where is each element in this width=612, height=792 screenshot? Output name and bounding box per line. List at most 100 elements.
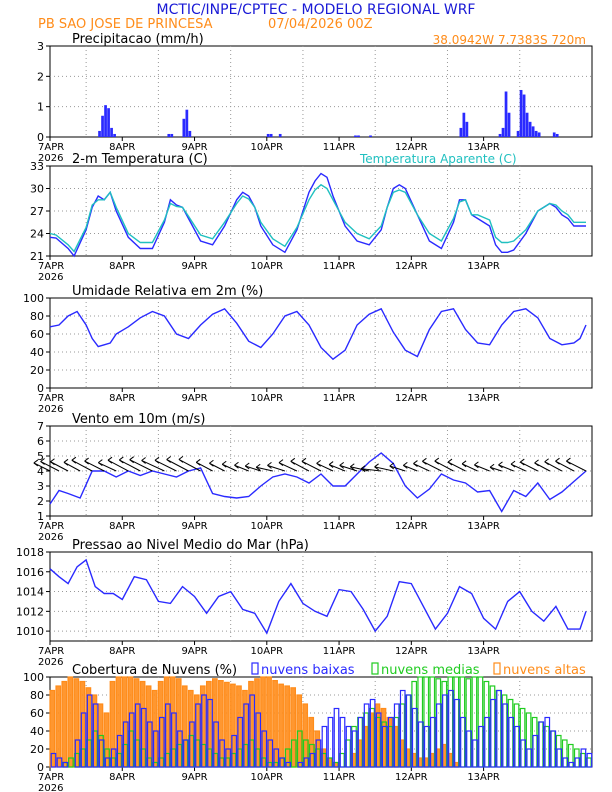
wind-arrow-head [403,464,408,469]
cloud-bar-low [146,721,153,768]
wind-arrow-head [566,457,571,462]
x-tick-label: 10APR [251,521,284,532]
precip-bar [113,133,116,137]
panel-frame [49,297,593,389]
cloud-bar-low [213,721,219,768]
wind-arrow-head [403,461,408,466]
wind-arrow-head [244,462,250,467]
wind-arrow-head [544,461,549,466]
legend-swatch [251,662,259,675]
wind-arrow-head [447,461,453,466]
y-tick-label: 3 [37,480,44,493]
cloud-bar-low [267,739,274,768]
wind-arrow [489,466,502,472]
legend-swatch [371,662,379,675]
y-tick-label: 4 [37,465,44,478]
cloud-bar-low [423,725,430,768]
precip-bar [501,127,505,137]
wind-arrow-head [290,460,296,465]
wind-arrow [413,463,430,472]
header-location: PB SAO JOSE DE PRINCESA [38,17,213,32]
wind-arrow [316,462,334,472]
cloud-bar-low [411,707,418,768]
y-tick-label: 100 [23,671,44,684]
legend-swatch [493,662,501,675]
cloud-bar-low [92,703,99,768]
x-year-label: 2026 [38,783,63,792]
wind-arrow-head [461,460,467,465]
wind-arrow [389,465,406,472]
panel-title: Vento em 10m (m/s) [72,412,205,427]
wind-arrow-head [328,461,334,465]
cloud-bar-high [278,683,284,768]
cloud-bar-low [375,712,382,768]
series-line [49,452,587,513]
x-tick-label: 11APR [323,261,356,272]
precip-bar [357,135,360,137]
y-tick-label: 21 [30,250,44,263]
cloud-bar-low [387,716,394,768]
wind-arrow-head [33,462,39,467]
x-tick-label: 11APR [323,142,356,153]
y-tick-label: 3 [37,40,44,53]
cloud-bar-low [122,721,129,768]
wind-arrow-head [422,457,427,462]
precip-bar [525,112,529,137]
cloud-bar-low [86,694,93,768]
header-coords: 38.0942W 7.7383S 720m [433,33,586,47]
precip-bar [522,94,526,137]
y-tick-label: 24 [30,228,44,241]
x-tick-label: 10APR [251,393,284,404]
wind-arrow-head [278,459,284,464]
wind-arrow-head [519,461,525,466]
wind-arrow [129,459,153,472]
panel-pres: 1010 1012 1014 1016 1018 7APR 8APR 9APR 10APR 11A… [16,538,593,668]
x-tick-label: 11APR [323,521,356,532]
cloud-bar-low [345,725,352,768]
wind-arrow [71,459,93,472]
wind-arrow-head [119,456,124,461]
cloud-bar-low [357,716,364,768]
wind-arrow-head [422,460,427,465]
wind-arrow-head [374,463,379,468]
cloud-bar-low [339,716,346,768]
x-tick-label: 13APR [467,261,500,272]
x-tick-label: 8APR [109,261,135,272]
legend-label: Temperatura Aparente (C) [359,152,517,166]
cloud-bar-mid [290,739,297,768]
x-tick-label: 12APR [395,142,428,153]
panel-title: Pressao ao Nivel Medio do Mar (hPa) [72,538,309,553]
x-tick-label: 9APR [181,393,207,404]
cloud-bar-low [195,703,201,768]
legend-label: nuvens medias [381,663,480,678]
wind-arrow [267,464,286,472]
y-tick-label: 80 [30,689,44,702]
y-tick-label: 1 [37,101,44,114]
precip-bar [188,130,192,137]
cloud-bar-low [502,703,508,768]
x-tick-label: 8APR [109,142,135,153]
wind-arrow [222,463,237,472]
x-tick-label: 10APR [251,261,284,272]
y-tick-label: 60 [30,328,44,341]
precip-bar [369,135,372,137]
cloud-bar-low [50,752,57,768]
cloud-bar-low [472,739,478,768]
cloud-bar-low [231,734,237,768]
panel-title: Cobertura de Nuvens (%) [72,663,237,678]
wind-arrow-head [178,458,184,463]
cloud-bar-low [508,716,514,768]
wind-arrow-head [195,461,201,466]
header-run: 07/04/2026 00Z [268,17,373,32]
y-tick-label: 1016 [16,566,44,579]
x-tick-label: 12APR [395,772,428,783]
precip-bar [519,89,523,137]
cloud-bar-low [454,698,460,768]
cloud-bar-low [556,748,563,768]
x-tick-label: 11APR [323,772,356,783]
wind-arrow [566,460,587,472]
cloud-bar-low [448,689,454,768]
precip-bar [537,132,541,137]
